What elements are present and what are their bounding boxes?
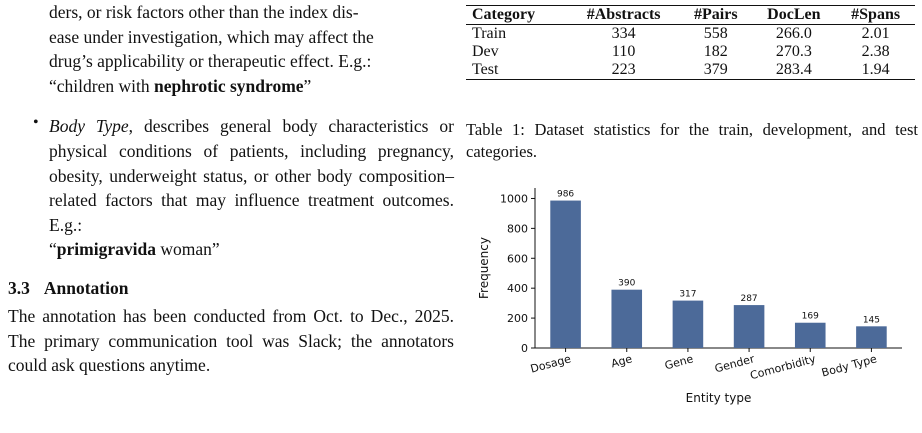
table-row: Train 334 558 266.0 2.01	[466, 25, 915, 44]
y-tick-label: 600	[507, 252, 528, 265]
table-cell: 223	[611, 61, 636, 78]
entity-frequency-chart: 0 200 400 600 800 1000 986 Dosage 390 Age 317 Gene 2…	[477, 188, 902, 405]
x-tick-label: Gene	[663, 352, 695, 372]
header-cell: DocLen	[767, 6, 821, 23]
table-caption: Table 1: Dataset statistics for the trai…	[466, 120, 918, 161]
para1-line-1: ders, or risk factors other than the ind…	[49, 2, 359, 22]
dataset-stats-table: Category #Abstracts #Pairs DocLen #Spans…	[466, 5, 915, 80]
x-tick-label: Body Type	[820, 352, 878, 379]
bullet-example-keyword: primigravida	[56, 239, 156, 260]
table-cell: 334	[611, 25, 636, 42]
example-keyword: nephrotic syndrome	[153, 75, 304, 96]
bar	[856, 326, 887, 348]
bar	[611, 289, 643, 348]
header-cell: #Abstracts	[586, 6, 661, 23]
stats-table-wrapper: Category #Abstracts #Pairs DocLen #Spans…	[466, 5, 916, 80]
bullet-text: , describes general body character­istic…	[49, 116, 454, 235]
y-axis-title: Frequency	[477, 237, 491, 299]
table-row: Test 223 379 283.4 1.94	[466, 61, 915, 80]
bar	[672, 300, 704, 348]
bullet-paragraph: Body Type, describes general body charac…	[49, 114, 454, 262]
y-tick-label: 0	[521, 342, 528, 355]
table-cell: Dev	[472, 43, 499, 60]
table-cell: 182	[703, 43, 728, 60]
header-cell: #Spans	[851, 6, 901, 23]
table-cell: 266.0	[775, 25, 812, 42]
table-row: Dev 110 182 270.3 2.38	[466, 43, 915, 61]
table-cell: 558	[703, 25, 728, 42]
left-column: ders, or risk factors other than the ind…	[8, 0, 454, 378]
header-cell: #Pairs	[694, 6, 738, 23]
y-tick-label: 1000	[500, 192, 528, 205]
bar-value-label: 145	[863, 315, 880, 325]
bar	[794, 322, 826, 348]
bar-value-label: 169	[802, 312, 819, 322]
y-tick-label: 800	[507, 222, 528, 235]
bullet-example-open: “	[49, 239, 57, 260]
table-cell: 1.94	[861, 61, 890, 78]
bullet-example-close: woman”	[155, 239, 220, 260]
table-cell: 2.01	[861, 25, 890, 42]
table-cell: 110	[611, 43, 636, 60]
bar	[733, 305, 765, 348]
bar-value-label: 317	[679, 290, 696, 300]
table-cell: 270.3	[775, 43, 812, 60]
bar-value-label: 287	[740, 294, 757, 304]
bullet-term: Body Type	[49, 116, 129, 137]
para1-line-3: drug’s applicability or therapeutic effe…	[49, 51, 372, 72]
x-axis-title: Entity type	[686, 391, 752, 405]
bullet-icon: •	[33, 114, 39, 132]
y-tick-label: 400	[507, 282, 528, 295]
table-cell: Train	[472, 25, 507, 42]
y-tick-label: 200	[507, 312, 528, 325]
para1-line-2: ease under investigation, which may affe…	[49, 26, 374, 47]
x-tick-label: Dosage	[529, 352, 573, 375]
section-number: 3.3	[8, 277, 30, 298]
section-paragraph: The annotation has been conducted from O…	[8, 305, 454, 376]
example-close: ”	[303, 75, 312, 96]
table-cell: Test	[472, 61, 499, 78]
bullet-body-type: • Body Type, describes general body char…	[8, 114, 454, 262]
x-tick-label: Comorbidity	[749, 352, 818, 382]
bar-value-label: 986	[557, 190, 574, 200]
table-cell: 379	[703, 61, 728, 78]
x-tick-label: Age	[610, 352, 634, 370]
section-heading: 3.3 Annotation	[8, 276, 454, 300]
section-title: Annotation	[43, 277, 129, 298]
table-cell: 2.38	[861, 43, 890, 60]
table-cell: 283.4	[775, 61, 812, 78]
bar	[550, 200, 581, 348]
example-open: “children with	[49, 75, 154, 96]
bar-value-label: 390	[618, 279, 635, 289]
table-header-row: Category #Abstracts #Pairs DocLen #Spans	[466, 5, 915, 25]
paragraph-comorbidity-cont: ders, or risk factors other than the ind…	[8, 0, 454, 98]
header-cell: Category	[472, 6, 536, 23]
